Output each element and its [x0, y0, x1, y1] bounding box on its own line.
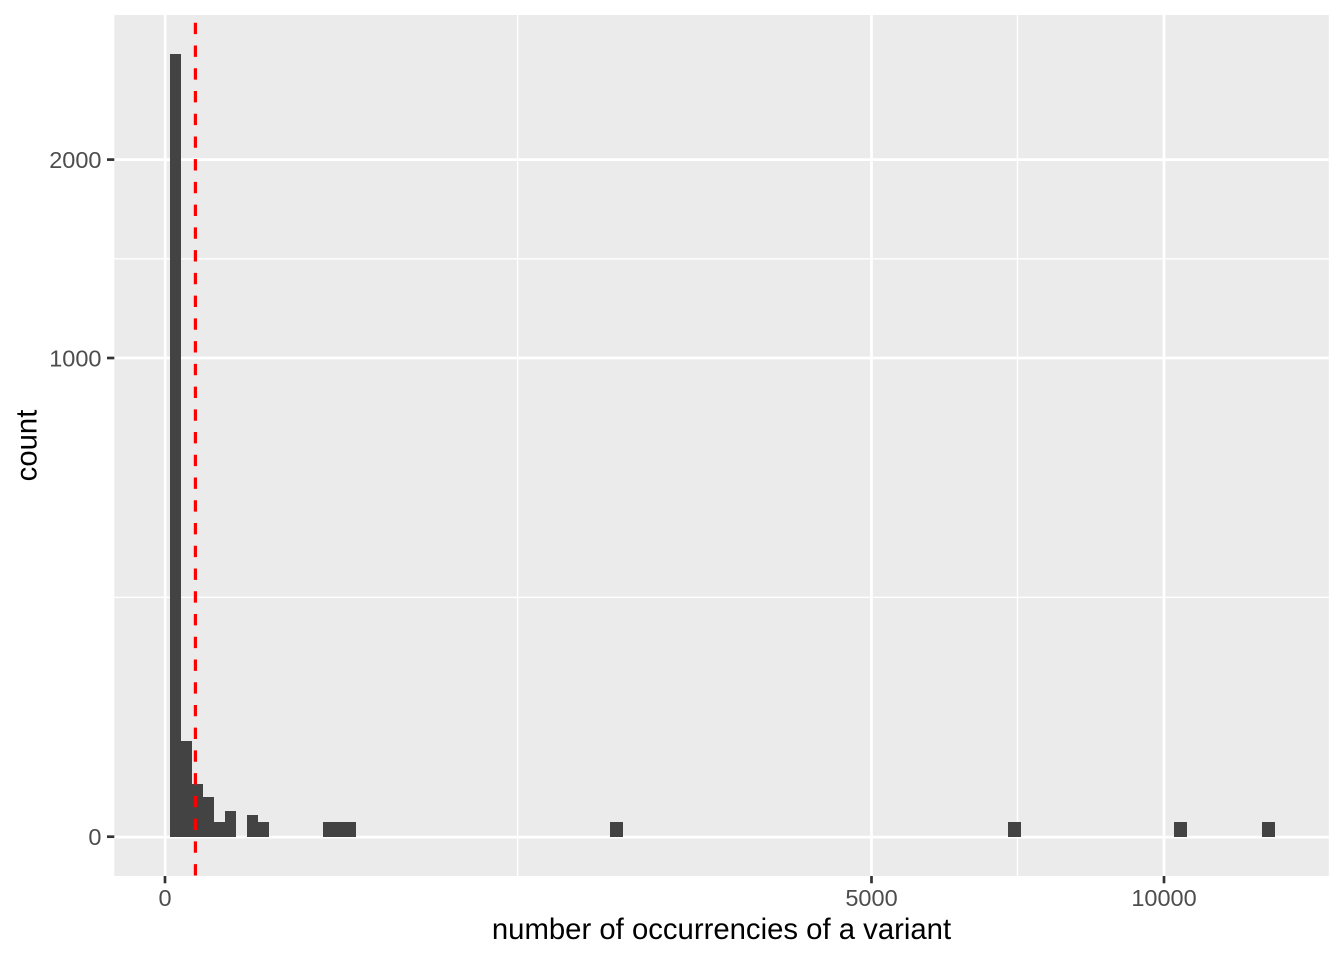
svg-text:5000: 5000	[845, 885, 897, 911]
svg-text:count: count	[10, 410, 43, 482]
svg-text:2000: 2000	[49, 147, 101, 173]
svg-text:number of occurrencies of a va: number of occurrencies of a variant	[492, 913, 951, 946]
svg-text:10000: 10000	[1131, 885, 1196, 911]
svg-text:0: 0	[158, 885, 171, 911]
svg-text:1000: 1000	[49, 346, 101, 372]
svg-text:0: 0	[88, 824, 101, 850]
